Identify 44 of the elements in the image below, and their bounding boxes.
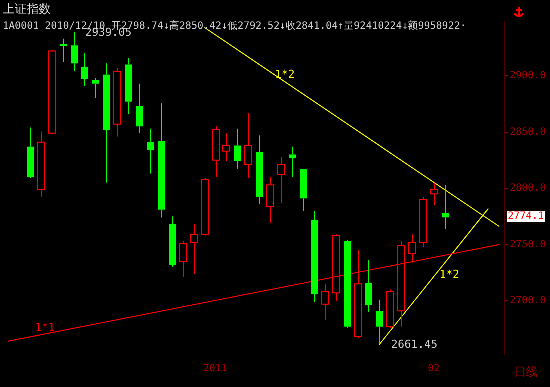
candlestick — [136, 83, 143, 134]
y-tick-label: 2750.0 — [510, 239, 546, 250]
candlestick — [322, 284, 330, 321]
candlestick — [92, 78, 99, 99]
y-tick-label: 2700.0 — [510, 296, 546, 307]
x-tick-label: 02 — [428, 364, 440, 375]
series-label: 1*2 — [275, 68, 296, 82]
candlestick — [266, 176, 274, 224]
candlestick — [376, 299, 383, 345]
y-tick-label: 2900.0 — [510, 70, 546, 82]
candlestick — [278, 156, 286, 204]
candlestick — [365, 260, 372, 313]
candlestick — [180, 240, 188, 278]
candlestick — [300, 169, 307, 212]
candlestick — [103, 63, 110, 184]
series-label: 1*1 — [35, 320, 56, 334]
candlestick — [158, 102, 165, 218]
candlestick — [190, 224, 198, 274]
candlestick — [169, 216, 176, 268]
candlestick — [442, 184, 449, 230]
y-tick-label: 2800.0 — [510, 183, 546, 194]
candlestick — [71, 32, 78, 72]
candlestick — [60, 38, 67, 63]
candlestick — [354, 250, 362, 339]
candlestick — [430, 182, 438, 206]
chart-title: 上证指数 — [3, 1, 51, 18]
candlestick — [212, 126, 220, 178]
text: 日线 — [514, 364, 538, 381]
candlestick — [244, 112, 252, 179]
candlestick — [81, 53, 88, 87]
candlestick — [234, 128, 241, 170]
annotation: 2661.45 — [391, 338, 438, 352]
candlestick — [27, 127, 34, 179]
candlestick — [222, 132, 230, 162]
candlestick — [114, 68, 122, 138]
y-tick-label: 2850.0 — [510, 126, 546, 138]
candlestick — [125, 58, 132, 115]
candlestick — [311, 210, 318, 303]
x-tick-label: 2011 — [203, 364, 228, 375]
candlestick — [38, 131, 46, 198]
text: 2774.1 — [507, 210, 546, 222]
series-label: 1*2 — [440, 268, 460, 282]
candlestick — [256, 135, 263, 205]
candlestick — [147, 128, 154, 174]
